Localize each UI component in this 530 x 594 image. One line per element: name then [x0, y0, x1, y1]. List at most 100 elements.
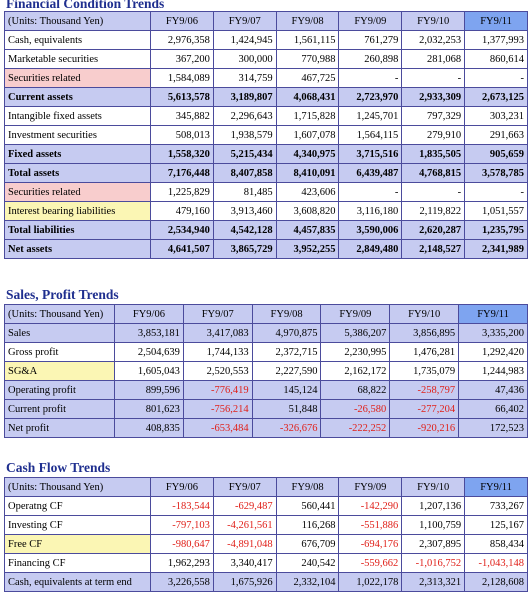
value-cell: 8,410,091	[275, 163, 340, 183]
row-label: Free CF	[4, 534, 151, 554]
table-row: Financing CF 1,962,293 3,340,417 240,542 -55…	[4, 553, 528, 573]
value-cell: 4,340,975	[275, 144, 340, 164]
value-cell: 345,882	[150, 106, 214, 126]
year-header: FY9/08	[275, 477, 340, 497]
value-cell: 4,542,128	[212, 220, 277, 240]
table-row: Cash, equivalents 2,976,358 1,424,945 1,561…	[4, 30, 528, 50]
value-cell: 2,504,639	[114, 342, 184, 362]
year-header-latest: FY9/11	[464, 11, 528, 31]
value-cell: 1,225,829	[150, 182, 214, 202]
value-cell: -653,484	[182, 418, 253, 438]
value-cell: 314,759	[212, 68, 277, 88]
table-row: Free CF -980,647 -4,891,048 676,709 -694,176…	[4, 534, 528, 554]
sales-profit-table: (Units: Thousand Yen) FY9/06 FY9/07 FY9/…	[4, 304, 528, 438]
value-cell: 560,441	[275, 496, 340, 516]
value-cell: 1,938,579	[212, 125, 277, 145]
table-row: Investment securities 508,013 1,938,579 1,6…	[4, 125, 528, 145]
value-cell: 801,623	[114, 399, 184, 419]
table-row: Total liabilities 2,534,940 4,542,128 4,457…	[4, 220, 528, 240]
value-cell: 4,970,875	[251, 323, 322, 343]
value-cell: 3,715,516	[338, 144, 403, 164]
value-cell: 676,709	[275, 534, 340, 554]
row-label: Current profit	[4, 399, 115, 419]
year-header: FY9/07	[212, 11, 277, 31]
value-cell: 5,613,578	[150, 87, 214, 107]
value-cell: 6,439,487	[338, 163, 403, 183]
value-cell: 1,207,136	[401, 496, 466, 516]
year-header: FY9/10	[389, 304, 460, 324]
table-row: Current profit 801,623 -756,214 51,848 -26,5…	[4, 399, 528, 419]
value-cell: -222,252	[320, 418, 391, 438]
value-cell: 1,476,281	[389, 342, 460, 362]
value-cell: -1,016,752	[401, 553, 466, 573]
value-cell: -4,261,561	[212, 515, 277, 535]
value-cell: 7,176,448	[150, 163, 214, 183]
header-row: (Units: Thousand Yen) FY9/06 FY9/07 FY9/…	[4, 477, 528, 497]
table-row: Interest bearing liabilities 479,160 3,913…	[4, 201, 528, 221]
value-cell: 479,160	[150, 201, 214, 221]
value-cell: 770,988	[275, 49, 340, 69]
value-cell: 5,386,207	[320, 323, 391, 343]
value-cell: -26,580	[320, 399, 391, 419]
value-cell: 408,835	[114, 418, 184, 438]
unit-label: (Units: Thousand Yen)	[4, 304, 115, 324]
value-cell: -326,676	[251, 418, 322, 438]
table-row: Marketable securities 367,200 300,000 770,9…	[4, 49, 528, 69]
value-cell: 4,068,431	[275, 87, 340, 107]
row-label: Financing CF	[4, 553, 151, 573]
value-cell: 300,000	[212, 49, 277, 69]
value-cell: 2,230,995	[320, 342, 391, 362]
value-cell: 367,200	[150, 49, 214, 69]
value-cell: 899,596	[114, 380, 184, 400]
value-cell: 3,578,785	[464, 163, 528, 183]
year-header: FY9/08	[275, 11, 340, 31]
financial-condition-table: (Units: Thousand Yen) FY9/06 FY9/07 FY9/…	[4, 11, 528, 259]
unit-label: (Units: Thousand Yen)	[4, 477, 151, 497]
table-row: Fixed assets 1,558,320 5,215,434 4,340,975 3…	[4, 144, 528, 164]
value-cell: 797,329	[401, 106, 466, 126]
year-header: FY9/07	[182, 304, 253, 324]
year-header-latest: FY9/11	[464, 477, 528, 497]
value-cell: -	[401, 68, 466, 88]
value-cell: -183,544	[150, 496, 214, 516]
value-cell: -258,797	[389, 380, 460, 400]
row-label: Sales	[4, 323, 115, 343]
year-header: FY9/06	[150, 11, 214, 31]
value-cell: 860,614	[464, 49, 528, 69]
table-row: Securities related 1,225,829 81,485 423,606…	[4, 182, 528, 202]
value-cell: 3,340,417	[212, 553, 277, 573]
value-cell: 1,377,993	[464, 30, 528, 50]
value-cell: 761,279	[338, 30, 403, 50]
row-label: Interest bearing liabilities	[4, 201, 151, 221]
value-cell: 1,605,043	[114, 361, 184, 381]
row-label: Cash, equivalents	[4, 30, 151, 50]
value-cell: -629,487	[212, 496, 277, 516]
value-cell: 2,128,608	[464, 572, 528, 592]
value-cell: -	[464, 68, 528, 88]
value-cell: 1,962,293	[150, 553, 214, 573]
value-cell: 4,768,815	[401, 163, 466, 183]
value-cell: 508,013	[150, 125, 214, 145]
table-row: Sales 3,853,181 3,417,083 4,970,875 5,386,20…	[4, 323, 528, 343]
value-cell: 1,744,133	[182, 342, 253, 362]
value-cell: -694,176	[338, 534, 403, 554]
value-cell: 3,865,729	[212, 239, 277, 259]
row-label: Fixed assets	[4, 144, 151, 164]
table-row: Cash, equivalents at term end 3,226,558 1,…	[4, 572, 528, 592]
value-cell: 291,663	[464, 125, 528, 145]
row-label: SG&A	[4, 361, 115, 381]
value-cell: 3,590,006	[338, 220, 403, 240]
value-cell: -	[338, 182, 403, 202]
value-cell: -797,103	[150, 515, 214, 535]
row-label: Securities related	[4, 182, 151, 202]
value-cell: 1,735,079	[389, 361, 460, 381]
value-cell: 279,910	[401, 125, 466, 145]
value-cell: 116,268	[275, 515, 340, 535]
row-label: Investing CF	[4, 515, 151, 535]
value-cell: 1,235,795	[464, 220, 528, 240]
value-cell: 66,402	[458, 399, 528, 419]
table-row: Investing CF -797,103 -4,261,561 116,268 -55…	[4, 515, 528, 535]
value-cell: 1,424,945	[212, 30, 277, 50]
financial-condition-title: Financial Condition Trends	[6, 0, 165, 11]
table-row: Intangible fixed assets 345,882 2,296,643 1…	[4, 106, 528, 126]
